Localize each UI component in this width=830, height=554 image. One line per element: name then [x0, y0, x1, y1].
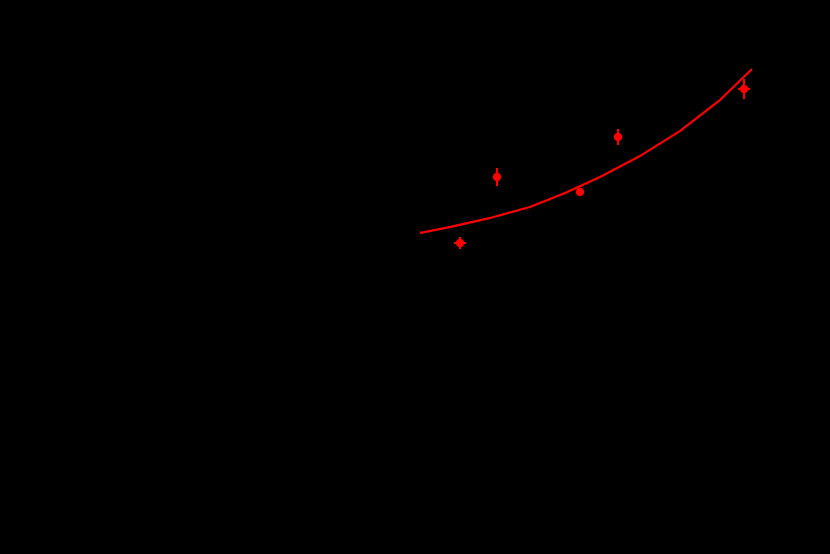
- circle-marker: [613, 132, 623, 142]
- data-point: [492, 168, 502, 186]
- circle-marker: [455, 238, 465, 248]
- fit-curve-line: [419, 68, 753, 235]
- circle-marker: [739, 84, 749, 94]
- circle-marker: [575, 187, 585, 197]
- data-point: [575, 187, 585, 197]
- circle-marker: [492, 172, 502, 182]
- fit-curve-layer: [419, 68, 753, 235]
- data-point: [613, 129, 623, 145]
- data-point: [738, 79, 750, 99]
- data-point: [454, 237, 466, 249]
- data-points-layer: [454, 79, 750, 249]
